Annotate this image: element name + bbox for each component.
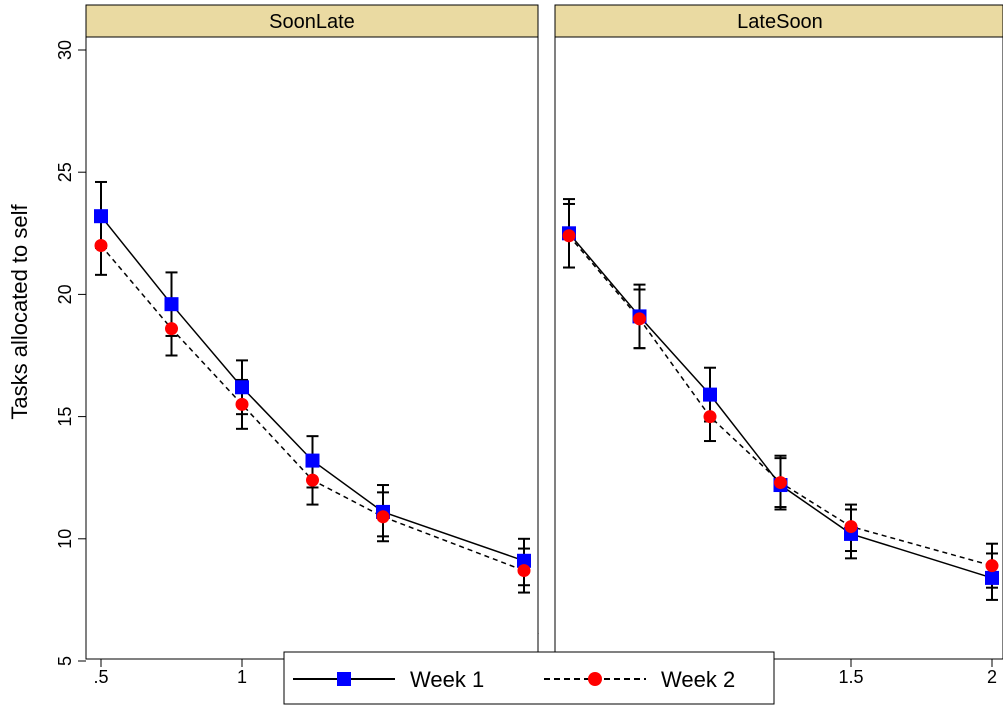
plot-region: [554, 36, 1003, 660]
marker-week1: [94, 209, 108, 224]
marker-week2: [844, 520, 858, 534]
marker-week1: [235, 380, 249, 395]
legend-label-week1: Week 1: [410, 667, 484, 692]
plot-layer: .511.52: [561, 198, 999, 687]
marker-week2: [376, 510, 390, 524]
panel-latesoon: LateSoon .511.52: [554, 4, 1003, 687]
x-tick-label: 1: [237, 667, 247, 687]
panel-header: [554, 4, 1003, 38]
y-tick-label: 15: [55, 407, 75, 427]
marker-week1: [703, 387, 717, 402]
x-tick-label: .5: [93, 667, 108, 687]
y-tick-label: 25: [55, 162, 75, 182]
marker-week1: [305, 453, 320, 468]
y-tick-label: 20: [55, 284, 75, 304]
marker-week1: [985, 570, 999, 585]
x-tick-label: 1.5: [838, 667, 863, 687]
legend-label-week2: Week 2: [661, 667, 735, 692]
marker-week2: [94, 239, 108, 253]
panel-soonlate: SoonLate .511.5251015202530: [55, 4, 539, 687]
marker-week2: [703, 410, 717, 424]
legend-marker-week1: [337, 672, 351, 686]
series-line-week1: [568, 232, 993, 579]
plot-region: [85, 36, 539, 660]
marker-week2: [517, 564, 531, 578]
marker-week2: [562, 229, 576, 243]
marker-week1: [164, 297, 179, 312]
marker-week2: [774, 476, 787, 490]
y-tick-label: 30: [55, 40, 75, 60]
y-tick-label: 5: [55, 656, 75, 666]
marker-week1: [517, 553, 531, 568]
marker-week2: [633, 312, 646, 326]
series-line-week2: [568, 235, 993, 567]
marker-week2: [985, 559, 999, 573]
marker-week2: [306, 473, 319, 487]
legend: Week 1 Week 2: [283, 651, 775, 705]
x-tick-label: 2: [987, 667, 997, 687]
panel-title: SoonLate: [269, 11, 355, 33]
panel-title: LateSoon: [737, 11, 823, 33]
series-line-week1: [100, 215, 525, 562]
legend-marker-week2: [588, 672, 602, 686]
panel-header: [85, 4, 539, 38]
y-axis-title: Tasks allocated to self: [7, 204, 32, 420]
series-line-week2: [100, 245, 525, 572]
marker-week2: [235, 397, 249, 411]
y-tick-label: 10: [55, 529, 75, 549]
marker-week2: [165, 322, 178, 336]
